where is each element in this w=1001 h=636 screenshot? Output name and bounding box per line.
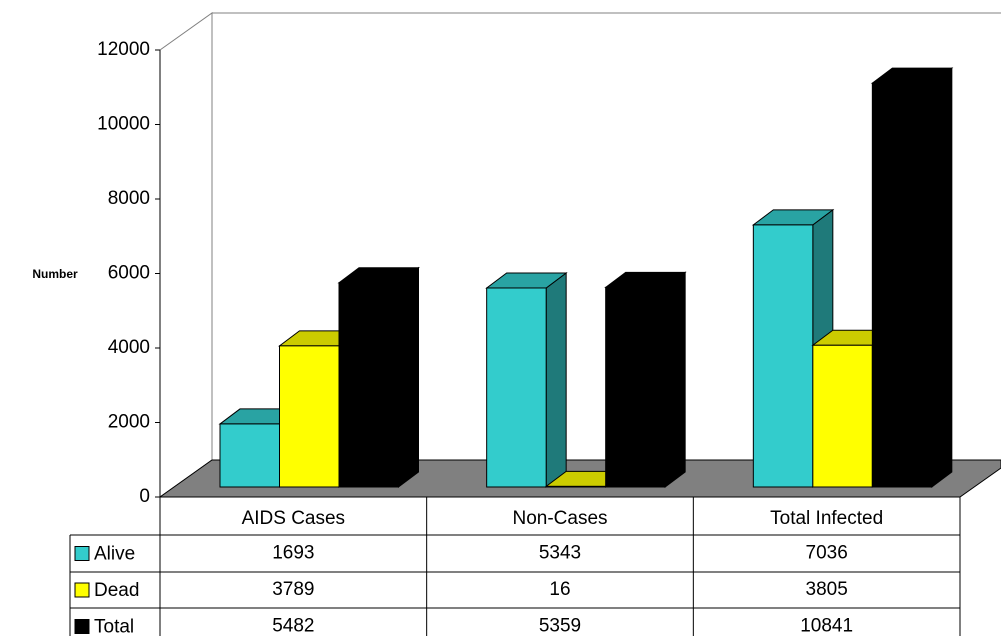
table-value: 10841 xyxy=(800,616,853,636)
bar xyxy=(338,282,399,488)
bar xyxy=(752,224,814,488)
y-tick-label: 10000 xyxy=(97,114,150,135)
bar-side xyxy=(931,67,953,488)
y-tick-label: 0 xyxy=(139,486,150,507)
legend-label: Alive xyxy=(94,544,135,565)
legend-label: Total xyxy=(94,617,134,636)
bar-side xyxy=(664,271,686,488)
table-value: 3805 xyxy=(806,579,848,600)
y-axis-label: Number xyxy=(32,267,78,281)
bar xyxy=(605,286,666,488)
side-wall xyxy=(159,12,213,498)
legend-swatch xyxy=(74,619,90,634)
legend-label: Dead xyxy=(94,580,139,601)
y-tick-label: 2000 xyxy=(108,412,150,433)
bar xyxy=(812,344,873,488)
table-value: 3789 xyxy=(272,579,314,600)
bar xyxy=(279,345,340,488)
bar xyxy=(486,287,547,488)
y-tick-label: 4000 xyxy=(108,337,150,358)
table-value: 5343 xyxy=(539,543,581,564)
legend-swatch xyxy=(74,582,90,598)
table-value: 1693 xyxy=(272,543,314,564)
bar xyxy=(545,485,607,488)
table-value: 7036 xyxy=(806,543,848,564)
y-tick-label: 6000 xyxy=(108,263,150,284)
x-tick-label: Total Infected xyxy=(770,508,883,529)
table-value: 5482 xyxy=(272,616,314,636)
table-value: 16 xyxy=(549,579,570,600)
table-value: 5359 xyxy=(539,616,581,636)
bar xyxy=(219,423,280,488)
bar-side xyxy=(545,271,567,488)
y-tick-label: 8000 xyxy=(108,188,150,209)
bar-side xyxy=(398,266,419,488)
x-tick-label: Non-Cases xyxy=(512,508,607,529)
bar xyxy=(871,82,933,488)
x-tick-label: AIDS Cases xyxy=(242,508,345,529)
y-tick-label: 12000 xyxy=(97,39,150,60)
back-wall xyxy=(211,12,1001,460)
legend-swatch xyxy=(74,546,90,561)
